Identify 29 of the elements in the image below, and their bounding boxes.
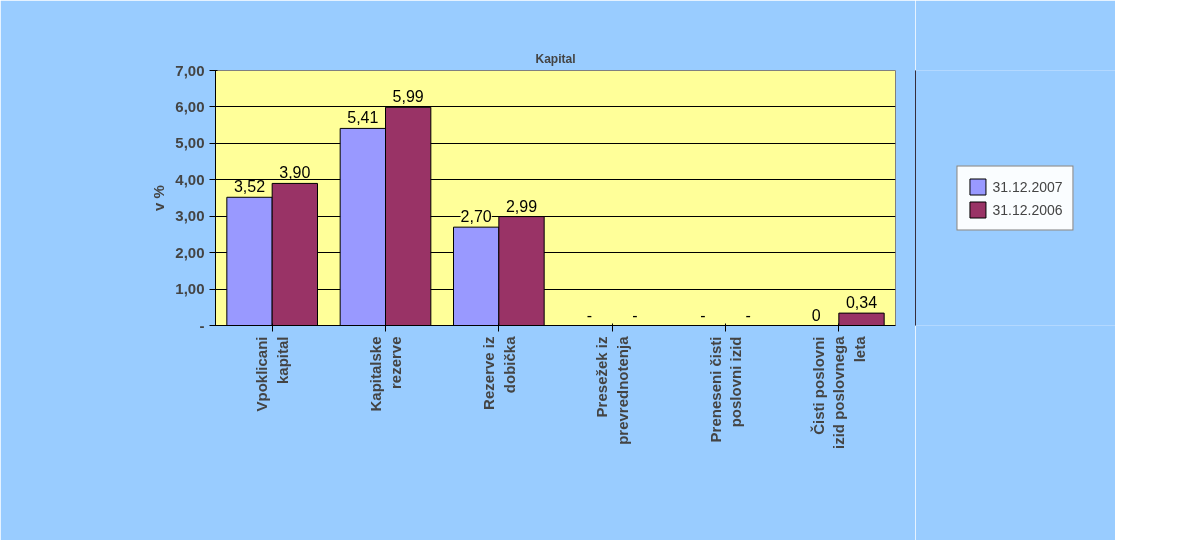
x-tick-label: Vpoklicani kapital [253, 336, 291, 412]
y-tick-label: 4,00 [175, 170, 205, 188]
legend-label: 31.12.2006 [992, 201, 1063, 217]
y-tick-label: 5,00 [175, 134, 205, 152]
data-label: - [632, 306, 638, 324]
data-label: - [700, 306, 706, 324]
data-label: - [745, 306, 751, 324]
data-label: 2,99 [505, 197, 538, 215]
y-tick-label: 6,00 [175, 97, 205, 115]
x-tick-label: Preneseni čisti poslovni izid [706, 336, 745, 443]
y-axis-title: v % [150, 185, 168, 211]
y-tick-label: 3,00 [175, 207, 205, 225]
y-tick-label: 1,00 [175, 280, 205, 298]
data-label: 3,90 [279, 164, 311, 182]
data-label: - [586, 306, 593, 324]
y-tick-label: 7,00 [175, 61, 205, 79]
data-label: 5,99 [392, 88, 424, 106]
y-tick-label: 2,00 [175, 243, 205, 261]
data-label: 5,41 [347, 109, 379, 127]
y-tick-label: - [199, 316, 205, 334]
legend-label: 31.12.2007 [992, 178, 1063, 194]
x-tick-label: Rezerve iz dobička [480, 335, 518, 410]
x-tick-label: Čisti poslovni izid poslovnega leta [809, 335, 868, 450]
data-label: 0 [811, 306, 821, 324]
data-label: 3,52 [233, 178, 266, 196]
data-label: 0,34 [845, 294, 878, 312]
data-label: 2,70 [460, 208, 492, 226]
x-tick-label: Kapitalske rezerve [366, 336, 405, 412]
chart-title: Kapital [535, 51, 576, 66]
